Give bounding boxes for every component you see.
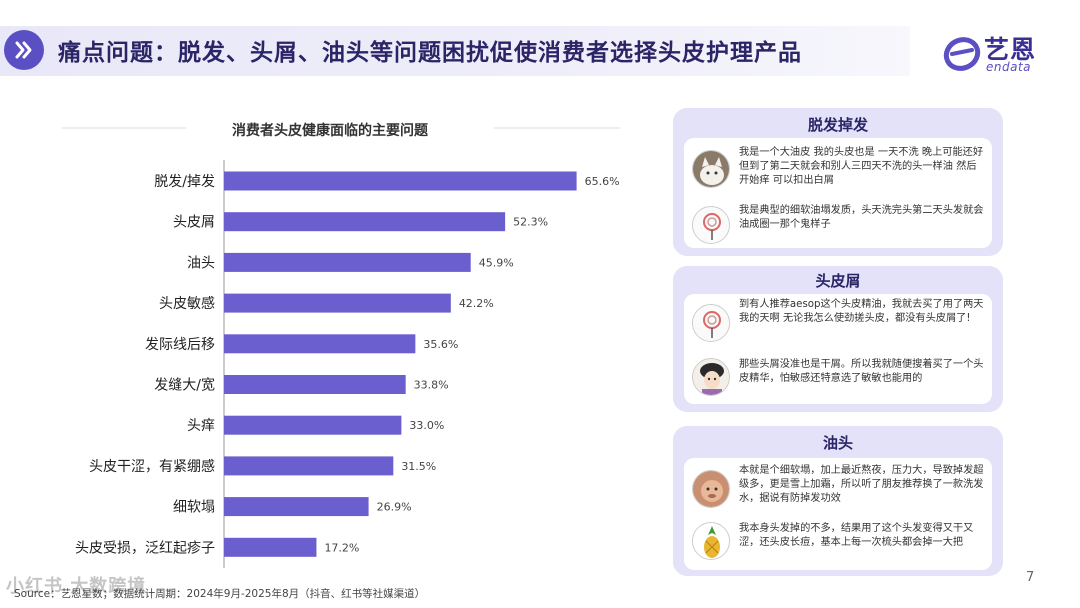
category-label: 头痒 — [187, 418, 215, 434]
category-label: 油头 — [187, 255, 215, 271]
watermark: 小红书 大数跨境 — [6, 576, 147, 597]
panel-heading: 油头 — [822, 434, 853, 452]
quote-card: 到有人推荐aesop这个头皮精油，我就去买了用了两天 我的天啊 无论我怎么使劲搓… — [684, 294, 992, 404]
quote-panel-dandruff: 头皮屑 到有人推荐aesop这个头皮精油，我就去买了用了两天 我的天啊 无论我怎… — [673, 266, 1003, 412]
bar — [224, 212, 506, 232]
category-label: 细软塌 — [173, 500, 215, 516]
quote-panel-hair-loss: 脱发掉发 我是一个大油皮 我的头皮也是 一天不洗 晚上可能还好 但到了第二天就会… — [673, 108, 1003, 256]
value-label: 52.3% — [513, 216, 548, 229]
quote-text: 本就是个细软塌，加上最近熬夜，压力大，导致掉发超级多，更是雪上加霜，所以听了朋友… — [739, 465, 984, 505]
quote-card: 本就是个细软塌，加上最近熬夜，压力大，导致掉发超级多，更是雪上加霜，所以听了朋友… — [684, 458, 992, 570]
bar — [224, 415, 402, 435]
value-label: 26.9% — [377, 501, 412, 514]
value-label: 17.2% — [324, 541, 359, 554]
bar — [224, 252, 471, 272]
value-label: 33.0% — [409, 419, 444, 432]
lollipop-avatar-icon — [692, 206, 730, 244]
value-label: 65.6% — [585, 175, 620, 188]
quote-text: 到有人推荐aesop这个头皮精油，我就去买了用了两天 我的天啊 无论我怎么使劲搓… — [739, 299, 984, 325]
category-label: 发缝大/宽 — [154, 377, 215, 394]
category-label: 头皮受损，泛红起疹子 — [75, 540, 215, 556]
monkey-avatar-icon — [692, 470, 730, 508]
bar — [224, 334, 416, 354]
value-label: 35.6% — [423, 338, 458, 351]
bar — [224, 456, 394, 476]
bar — [224, 375, 406, 394]
value-label: 45.9% — [479, 256, 514, 269]
quote-text: 那些头屑没准也是干屑。所以我就随便搜着买了一个头皮精华，怕敏感还特意选了敏敏也能… — [739, 359, 984, 385]
category-label: 发际线后移 — [145, 337, 215, 353]
chart-title: 消费者头皮健康面临的主要问题 — [232, 123, 428, 139]
bar — [224, 537, 317, 557]
quote-card: 我是一个大油皮 我的头皮也是 一天不洗 晚上可能还好 但到了第二天就会和别人三四… — [684, 138, 992, 248]
quote-text: 我是一个大油皮 我的头皮也是 一天不洗 晚上可能还好 但到了第二天就会和别人三四… — [739, 147, 984, 187]
lollipop-avatar-icon — [692, 304, 730, 342]
brand-name: 艺恩 — [984, 35, 1037, 64]
brand-name-en: endata — [986, 60, 1032, 74]
quote-text: 我是典型的细软油塌发质，头天洗完头第二天头发就会油成圈一那个鬼样子 — [739, 205, 984, 231]
bar — [224, 171, 577, 191]
quote-panel-oily-hair: 油头 本就是个细软塌，加上最近熬夜，压力大，导致掉发超级多，更是雪上加霜，所以听… — [673, 426, 1003, 576]
cartoon-girl-avatar-icon — [692, 358, 730, 396]
bar-chart: 脱发/掉发 65.6% 头皮屑 52.3% 油头 45.9% 头皮敏感 42.2% 发际线后移 3… — [62, 127, 620, 568]
pineapple-avatar-icon — [692, 522, 730, 560]
bar — [224, 497, 369, 517]
category-label: 头皮屑 — [173, 215, 215, 231]
bar — [224, 293, 451, 313]
quote-text: 我本身头发掉的不多，结果用了这个头发变得又干又涩，还头皮长痘，基本上每一次梳头都… — [739, 523, 974, 549]
category-label: 头皮敏感 — [159, 295, 215, 312]
category-label: 脱发/掉发 — [154, 174, 215, 190]
chevron-right-icon — [4, 30, 44, 70]
header-bar — [0, 26, 910, 76]
value-label: 33.8% — [414, 379, 449, 392]
panel-heading: 脱发掉发 — [807, 116, 868, 134]
category-label: 头皮干涩，有紧绷感 — [89, 458, 215, 475]
panel-heading: 头皮屑 — [815, 272, 861, 290]
value-label: 42.2% — [459, 297, 494, 310]
cat-avatar-icon — [692, 150, 730, 188]
value-label: 31.5% — [401, 460, 436, 473]
page-number: 7 — [1026, 570, 1035, 585]
source-note: Source：艺恩星数；数据统计周期：2024年9月-2025年8月（抖音、红书… — [14, 588, 426, 600]
brand-logo-icon — [943, 37, 981, 71]
page-title: 痛点问题：脱发、头屑、油头等问题困扰促使消费者选择头皮护理产品 — [58, 40, 802, 66]
